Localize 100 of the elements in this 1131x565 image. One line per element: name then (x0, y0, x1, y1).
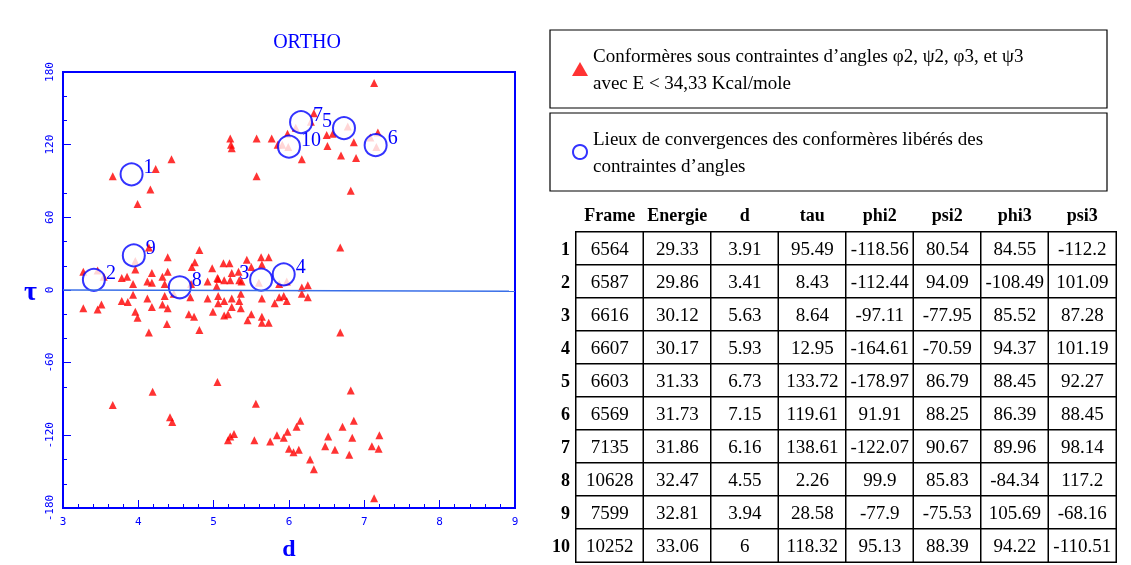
x-tick-label: phi3 (997, 205, 1032, 225)
data-label: 31.86 (655, 436, 699, 457)
y-tick-label: 2 (561, 271, 570, 292)
y-tick-label: 6 (561, 403, 570, 424)
data-label: 6.16 (728, 436, 762, 457)
annotation: 5 (321, 109, 332, 132)
data-label: 31.73 (655, 403, 699, 424)
data-label: 119.61 (786, 403, 839, 424)
data-label: 94.37 (993, 337, 1037, 358)
y-tick-label: 5 (561, 370, 570, 391)
data-label: 105.69 (988, 502, 1041, 523)
x-tick-label: phi2 (862, 205, 897, 225)
data-label: 88.45 (1060, 403, 1104, 424)
data-label: 88.45 (993, 370, 1037, 391)
data-label: 88.39 (925, 535, 969, 556)
data-label: 138.61 (786, 436, 839, 457)
data-label: 6564 (590, 238, 630, 259)
data-label: -75.53 (922, 502, 972, 523)
data-label: 3.91 (728, 238, 762, 259)
y-tick-label: -120 (43, 422, 56, 449)
annotation: 4 (295, 255, 306, 278)
x-tick-label: psi2 (931, 205, 963, 225)
data-label: -122.07 (850, 436, 910, 457)
data-label: 8.64 (795, 304, 830, 325)
y-tick-label: 180 (43, 62, 56, 82)
annotation: 8 (191, 268, 202, 291)
data-label: 86.79 (925, 370, 969, 391)
legend-label: Conformères sous contraintes d’angles φ2, ψ2, φ3, et ψ3 avec E < 34,33 Kcal/mole (593, 45, 1029, 93)
y-tick-label: -180 (43, 494, 56, 522)
data-label: 10628 (586, 469, 634, 490)
data-label: -84.34 (990, 469, 1040, 490)
data-label: -112.2 (1058, 238, 1107, 259)
x-tick-label: tau (799, 205, 825, 225)
data-label: 99.9 (863, 469, 897, 490)
data-label: 2.26 (795, 469, 829, 490)
data-label: 133.72 (786, 370, 839, 391)
data-label: 6587 (590, 271, 629, 292)
annotation: 10 (301, 127, 321, 150)
data-label: 12.95 (790, 337, 834, 358)
data-label: 28.58 (790, 502, 834, 523)
data-label: 5.93 (728, 337, 762, 358)
x-tick-label: 7 (361, 515, 368, 528)
data-label: 92.27 (1060, 370, 1104, 391)
data-label: 6.73 (728, 370, 762, 391)
data-label: 98.14 (1060, 436, 1105, 457)
data-label: 3.94 (728, 502, 762, 523)
x-axis-title: d (282, 535, 297, 561)
data-label: 95.49 (790, 238, 834, 259)
y-tick-label: 8 (561, 469, 570, 490)
data-label: 7.15 (728, 403, 762, 424)
x-tick-label: 5 (210, 515, 217, 528)
y-tick-label: 0 (43, 286, 56, 294)
y-tick-label: 120 (43, 134, 56, 155)
data-label: 6 (740, 535, 750, 556)
data-label: 4.55 (728, 469, 762, 490)
data-label: 84.55 (993, 238, 1037, 259)
y-tick-label: 60 (43, 210, 56, 224)
data-label: 10252 (586, 535, 634, 556)
data-label: 87.28 (1060, 304, 1104, 325)
data-label: 80.54 (925, 238, 970, 259)
y-tick-label: 1 (561, 238, 570, 259)
point (277, 134, 301, 159)
data-label: 118.32 (786, 535, 839, 556)
data-label: 29.33 (655, 238, 699, 259)
x-tick-label: Frame (584, 205, 636, 225)
point (119, 162, 144, 187)
data-label: 31.33 (655, 370, 699, 391)
data-label: 6607 (590, 337, 629, 358)
data-label: 3.41 (728, 271, 762, 292)
data-label: -70.59 (922, 337, 972, 358)
x-tick-label: 4 (135, 515, 143, 528)
annotation: 1 (143, 155, 154, 178)
x-tick-label: psi3 (1066, 205, 1098, 225)
y-tick-label: -60 (43, 352, 56, 373)
x-tick-label: 9 (511, 515, 519, 528)
data-label: 88.25 (925, 403, 969, 424)
point (81, 267, 106, 292)
data-label: -97.11 (855, 304, 904, 325)
data-label: 30.17 (655, 337, 699, 358)
data-label: 6616 (590, 304, 629, 325)
data-label: 85.52 (993, 304, 1037, 325)
data-label: 8.43 (795, 271, 829, 292)
data-label: 86.39 (993, 403, 1037, 424)
y-tick-label: 3 (561, 304, 570, 325)
data-label: -110.51 (1053, 535, 1112, 556)
data-label: -178.97 (850, 370, 910, 391)
x-tick-label: 6 (285, 515, 293, 528)
data-label: 95.13 (858, 535, 902, 556)
annotation: 6 (387, 126, 398, 149)
data-label: 7135 (590, 436, 629, 457)
chart-title: ORTHO (273, 30, 341, 52)
data-label: -68.16 (1057, 502, 1107, 523)
data-label: 32.47 (655, 469, 699, 490)
point (332, 116, 356, 141)
data-label: 32.81 (655, 502, 699, 523)
data-label: 101.19 (1056, 337, 1109, 358)
annotation: 2 (105, 260, 116, 283)
data-label: 7599 (590, 502, 629, 523)
data-label: 6603 (590, 370, 629, 391)
data-label: 101.09 (1056, 271, 1109, 292)
